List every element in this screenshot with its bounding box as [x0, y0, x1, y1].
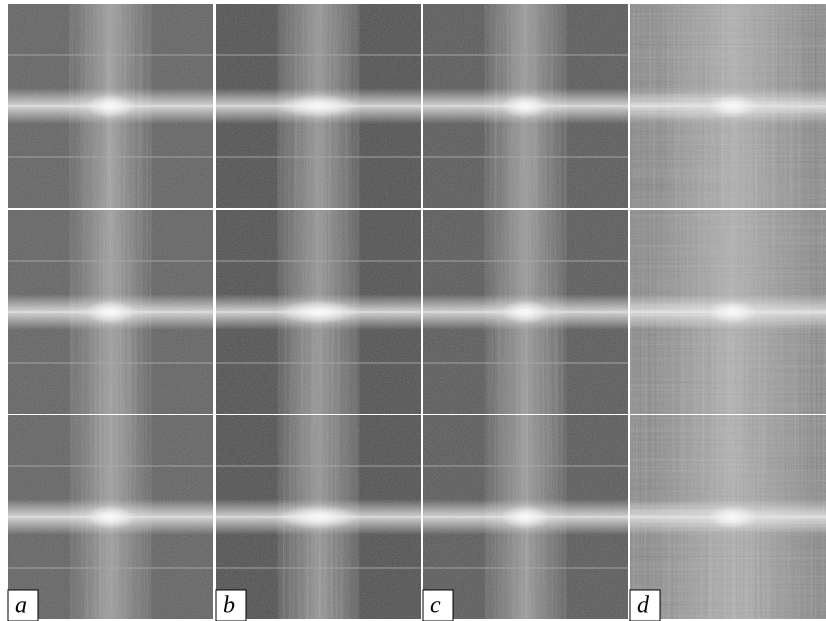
- spectrum-panel: [216, 4, 421, 208]
- spectrum-panel: [216, 210, 421, 414]
- label-box: [7, 589, 39, 621]
- spectrum-panel: [8, 210, 213, 414]
- spectrum-panel: [568, 415, 826, 619]
- spectrum-panel: [568, 4, 826, 208]
- spectrum-panel: [216, 415, 421, 619]
- panel-label: a: [15, 593, 27, 619]
- panel-label: d: [637, 593, 650, 619]
- label-box: [629, 589, 661, 621]
- spectrum-panel: [568, 210, 826, 414]
- spectrum-panel: [8, 415, 213, 619]
- panel-label: b: [223, 593, 235, 619]
- label-box: [422, 589, 454, 621]
- label-box: [215, 589, 247, 621]
- panel-label: c: [430, 593, 441, 619]
- spectrum-panel: [8, 4, 213, 208]
